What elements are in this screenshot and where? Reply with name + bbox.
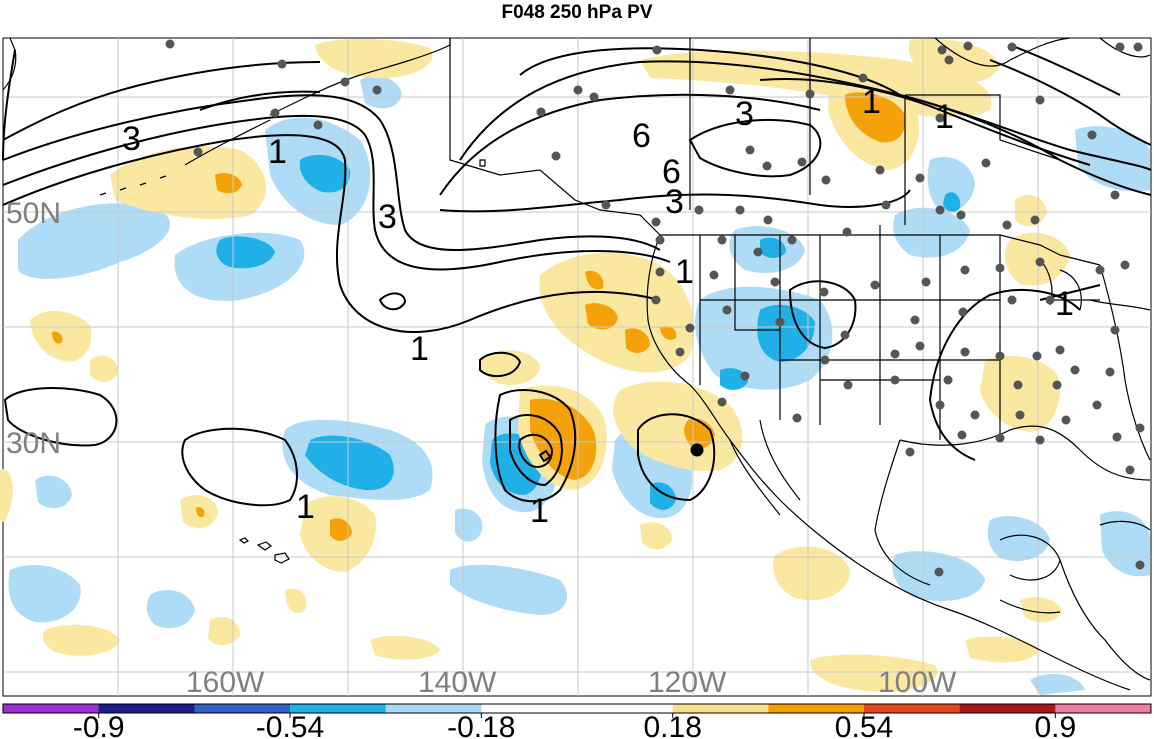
colorbar-swatches (3, 704, 1152, 713)
contour-label: 3 (122, 120, 141, 158)
contour-label: 6 (662, 153, 681, 191)
map-title: F048 250 hPa PV (501, 2, 653, 23)
contour-label: 1 (862, 83, 881, 121)
contour-label: 1 (530, 492, 549, 530)
colorbar-label: 0.9 (1034, 711, 1076, 739)
lat-label-30n: 30N (6, 427, 61, 460)
colorbar: -0.9 -0.54 -0.18 0.18 0.54 0.9 (2, 703, 1152, 739)
contour-label: 1 (1055, 285, 1074, 323)
coastlines (2, 37, 1151, 691)
lat-label-50n: 50N (6, 197, 61, 230)
colorbar-swatch (290, 704, 387, 713)
contour-label: 3 (378, 198, 397, 236)
pv-contours (2, 44, 1152, 507)
lon-label-100w: 100W (878, 666, 957, 699)
contour-label: 3 (665, 183, 684, 221)
colorbar-swatch (98, 704, 195, 713)
colorbar-swatch (768, 704, 865, 713)
contour-label: 1 (935, 98, 954, 136)
station-markers (165, 39, 1145, 577)
colorbar-swatch (1055, 704, 1152, 713)
positive-pv-strong (52, 92, 906, 541)
colorbar-label: 0.54 (835, 711, 893, 739)
contour-label: 1 (675, 253, 694, 291)
colorbar-swatch (864, 704, 961, 713)
contour-labels: 3 1 3 6 6 3 3 1 1 1 1 1 1 1 (122, 83, 1074, 530)
colorbar-swatch (3, 704, 100, 713)
colorbar-label: -0.9 (73, 711, 125, 739)
colorbar-swatch (481, 704, 578, 713)
colorbar-label: -0.18 (447, 711, 515, 739)
plot-area: 3 1 3 6 6 3 3 1 1 1 1 1 1 1 50N 30N 160W… (0, 37, 1152, 699)
contour-label: 1 (410, 330, 429, 368)
reference-point-marker (690, 443, 704, 457)
contour-label: 1 (296, 488, 315, 526)
colorbar-ticks (98, 713, 1056, 718)
colorbar-swatch (194, 704, 291, 713)
contour-label: 6 (632, 117, 651, 155)
contour-label: 1 (268, 133, 287, 171)
colorbar-swatch (385, 704, 482, 713)
colorbar-label: 0.18 (644, 711, 702, 739)
colorbar-label: -0.54 (256, 711, 324, 739)
colorbar-swatch (577, 704, 674, 713)
lon-label-120w: 120W (648, 666, 727, 699)
colorbar-swatch (672, 704, 769, 713)
contour-label: 3 (735, 95, 754, 133)
colorbar-swatch (959, 704, 1056, 713)
lon-label-160w: 160W (186, 666, 265, 699)
lon-label-140w: 140W (418, 666, 497, 699)
